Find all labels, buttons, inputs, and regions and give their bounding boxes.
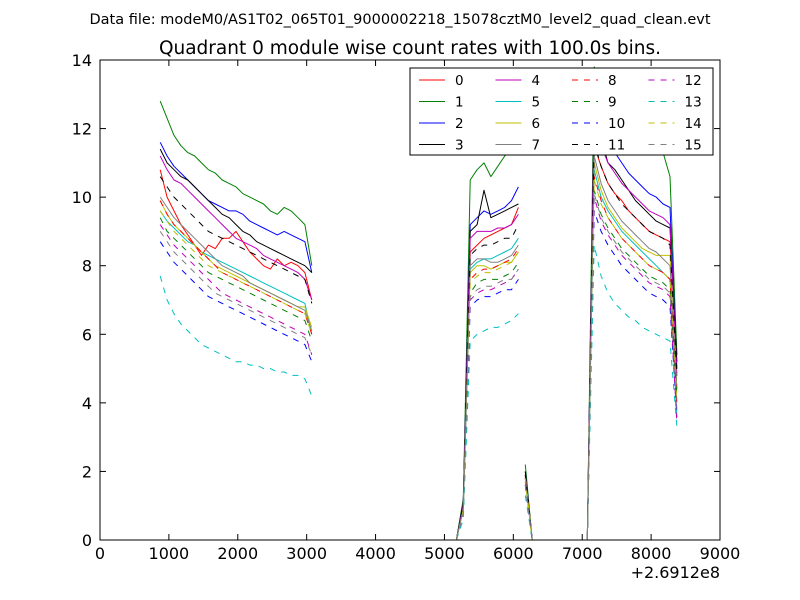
legend-label: 15 xyxy=(685,138,702,154)
x-tick-label: 1000 xyxy=(149,544,190,563)
legend-entry-3: 3 xyxy=(419,138,464,154)
series-15-line xyxy=(455,268,519,541)
legend-label: 12 xyxy=(685,73,702,89)
x-tick-label: 8000 xyxy=(631,544,672,563)
x-tick-label: 9000 xyxy=(700,544,741,563)
legend-entry-7: 7 xyxy=(495,138,541,154)
series-1-line xyxy=(159,100,313,266)
y-tick-label: 14 xyxy=(72,51,92,70)
legend-entry-1: 1 xyxy=(419,95,464,111)
legend-label: 4 xyxy=(532,73,541,89)
y-tick-label: 6 xyxy=(82,325,92,344)
legend-entry-9: 9 xyxy=(572,95,617,111)
series-13-line xyxy=(455,313,519,541)
y-tick-label: 10 xyxy=(72,188,92,207)
series-9-line xyxy=(586,189,678,541)
legend-entry-8: 8 xyxy=(572,73,617,89)
series-7-line xyxy=(586,155,678,541)
y-tick-label: 12 xyxy=(72,120,92,139)
x-tick-label: 3000 xyxy=(286,544,327,563)
y-tick-label: 0 xyxy=(82,531,92,550)
series-11-line xyxy=(159,176,313,304)
series-10-line xyxy=(159,241,313,362)
legend-label: 7 xyxy=(532,138,541,154)
legend-label: 1 xyxy=(455,95,464,111)
axes-layer: 0 1000 2000 3000 4000 5000 6000 7000 8000 9000 0 2 4… xyxy=(72,51,741,563)
series-14-line xyxy=(159,210,313,335)
x-tick-label: 5000 xyxy=(424,544,465,563)
series-13-line xyxy=(586,244,678,541)
x-tick-label: 0 xyxy=(95,544,105,563)
y-tick-label: 8 xyxy=(82,257,92,276)
legend-label: 3 xyxy=(455,138,464,154)
y-tick-label: 4 xyxy=(82,394,92,413)
x-tick-label: 2000 xyxy=(217,544,258,563)
legend-label: 0 xyxy=(455,73,464,89)
series-2-line xyxy=(159,142,313,273)
legend-entry-13: 13 xyxy=(648,95,702,111)
series-14-line xyxy=(586,179,678,541)
legend-entry-12: 12 xyxy=(648,73,702,89)
series-8-line xyxy=(159,200,313,335)
series-11-line xyxy=(586,141,678,541)
series-5-line xyxy=(586,169,678,541)
legend-entry-6: 6 xyxy=(495,116,541,132)
chart-suptitle: Data file: modeM0/AS1T02_065T01_90000022… xyxy=(89,12,710,28)
legend-entry-5: 5 xyxy=(495,95,541,111)
legend-entry-11: 11 xyxy=(572,138,625,154)
series-13-line xyxy=(159,275,313,397)
series-4-line xyxy=(159,155,313,301)
legend-label: 14 xyxy=(685,116,702,132)
series-12-line xyxy=(586,196,678,541)
legend-entry-10: 10 xyxy=(572,116,625,132)
x-tick-label: 6000 xyxy=(493,544,534,563)
legend-label: 9 xyxy=(608,95,617,111)
series-3-line xyxy=(159,148,313,273)
series-10-line xyxy=(586,210,678,541)
series-8-line xyxy=(586,176,678,541)
legend-label: 6 xyxy=(532,116,541,132)
series-9-line xyxy=(455,262,519,541)
legend-label: 13 xyxy=(685,95,702,111)
series-6-line xyxy=(586,162,678,541)
series-12-line xyxy=(159,224,313,356)
legend-entry-14: 14 xyxy=(648,116,702,132)
x-tick-label: 4000 xyxy=(355,544,396,563)
legend-label: 11 xyxy=(608,138,625,154)
chart-title: Quadrant 0 module wise count rates with … xyxy=(159,38,661,59)
plot-frame xyxy=(99,59,721,541)
x-offset-label: +2.6912e8 xyxy=(631,563,720,582)
legend-entry-0: 0 xyxy=(419,73,464,89)
series-15-line xyxy=(586,193,678,541)
series-0-line xyxy=(159,169,313,301)
series-5-line xyxy=(159,210,313,335)
y-tick-label: 2 xyxy=(82,462,92,481)
legend-label: 8 xyxy=(608,73,617,89)
x-tick-label: 7000 xyxy=(562,544,603,563)
legend-label: 2 xyxy=(455,116,464,132)
series-7-line xyxy=(159,196,313,332)
legend-box xyxy=(409,67,714,156)
legend-label: 10 xyxy=(608,116,625,132)
series-15-line xyxy=(159,231,313,356)
legend-entry-2: 2 xyxy=(419,116,464,132)
series-9-line xyxy=(159,217,313,342)
legend-label: 5 xyxy=(532,95,541,111)
legend-entry-15: 15 xyxy=(648,138,702,154)
legend-entry-4: 4 xyxy=(495,73,541,89)
series-7-line xyxy=(455,244,519,541)
series-10-line xyxy=(455,279,519,541)
